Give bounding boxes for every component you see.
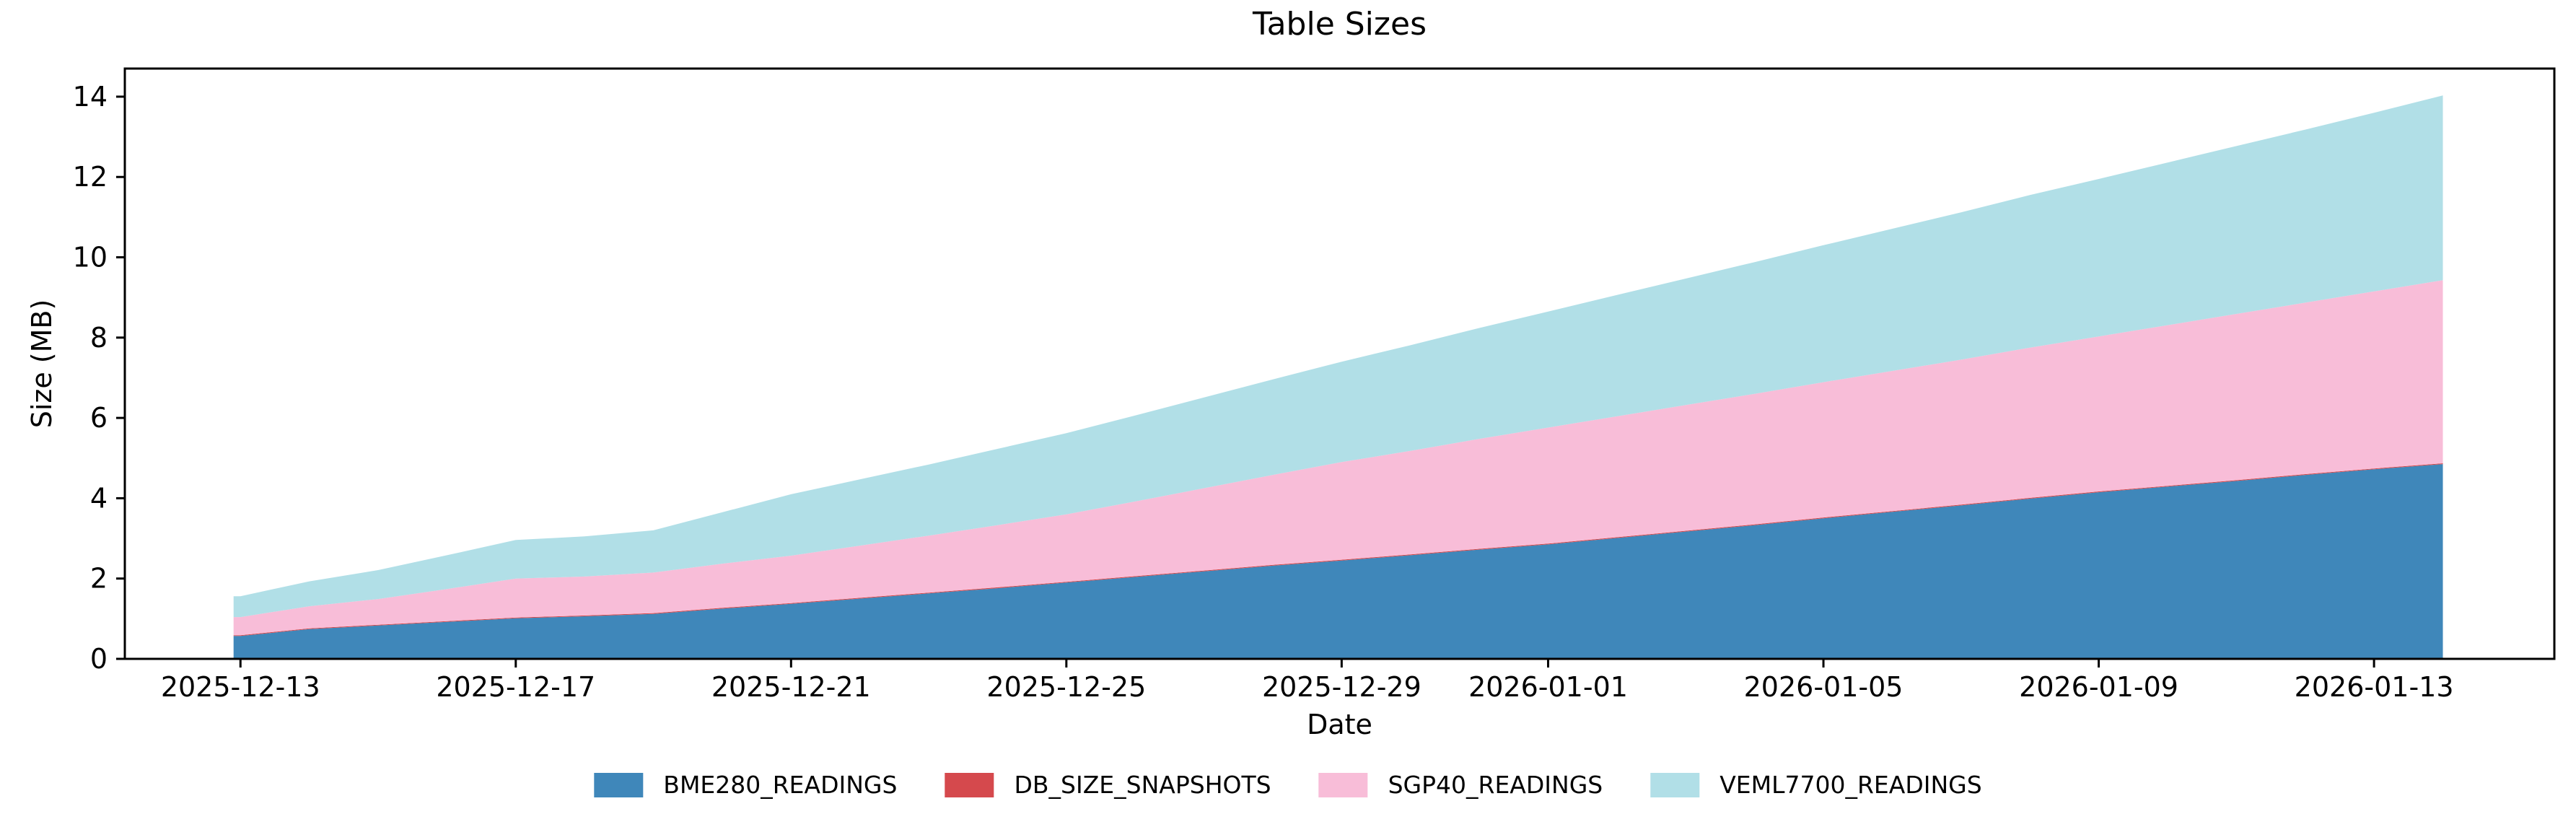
legend-label-bme280: BME280_READINGS [663,771,898,799]
legend-item-veml7700: VEML7700_READINGS [1650,771,1982,799]
legend-label-db-size: DB_SIZE_SNAPSHOTS [1014,771,1271,799]
legend-item-db-size: DB_SIZE_SNAPSHOTS [945,771,1271,799]
y-tick-label: 8 [90,322,108,354]
legend: BME280_READINGS DB_SIZE_SNAPSHOTS SGP40_… [594,771,1982,799]
x-tick-label: 2025-12-29 [1262,671,1421,703]
x-tick-label: 2025-12-21 [711,671,871,703]
legend-item-bme280: BME280_READINGS [594,771,897,799]
legend-label-sgp40: SGP40_READINGS [1388,771,1603,799]
area-VEML7700_READINGS [233,95,2443,618]
chart-title: Table Sizes [1252,6,1427,43]
area-SGP40_READINGS [233,280,2443,636]
y-tick-label: 12 [73,161,108,193]
legend-label-veml7700: VEML7700_READINGS [1719,771,1982,799]
y-tick-label: 14 [73,81,108,113]
x-tick-label: 2026-01-13 [2295,671,2454,703]
legend-swatch-db-size [945,772,994,797]
y-tick-label: 2 [90,563,108,595]
x-tick-label: 2025-12-25 [986,671,1146,703]
x-tick-label: 2025-12-17 [436,671,595,703]
area-BME280_READINGS [233,464,2443,659]
legend-swatch-veml7700 [1650,772,1700,797]
y-tick-label: 10 [73,242,108,274]
x-axis-label: Date [1307,709,1372,740]
x-tick-label: 2026-01-05 [1744,671,1903,703]
axes-box [123,67,2556,660]
y-tick-label: 4 [90,482,108,514]
y-tick-label: 0 [90,643,108,675]
x-tick-label: 2026-01-01 [1468,671,1628,703]
legend-item-sgp40: SGP40_READINGS [1318,771,1603,799]
y-tick-label: 6 [90,402,108,434]
legend-swatch-sgp40 [1318,772,1368,797]
x-tick-label: 2025-12-13 [161,671,320,703]
x-tick-label: 2026-01-09 [2019,671,2178,703]
legend-swatch-bme280 [594,772,644,797]
